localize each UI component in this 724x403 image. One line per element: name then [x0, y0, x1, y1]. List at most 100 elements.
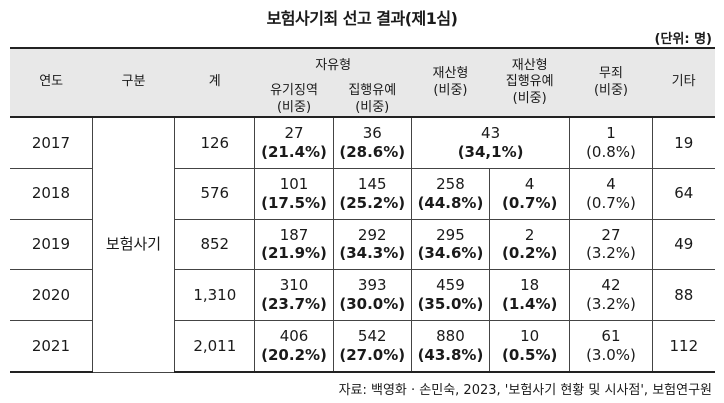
- cell-total: 126: [174, 116, 256, 169]
- header-prison: 유기징역 (비중): [254, 83, 334, 118]
- cell-property-pct: (44.8%): [417, 193, 484, 212]
- cell-suspended: 145 (25.2%): [332, 167, 412, 220]
- cell-property-merged: 43 (34,1%): [410, 116, 571, 169]
- cell-property-value: 880: [436, 327, 465, 346]
- cell-prison: 310 (23.7%): [254, 269, 334, 322]
- cell-prison: 406 (20.2%): [254, 320, 334, 374]
- cell-suspended: 292 (34.3%): [332, 218, 412, 271]
- header-suspended: 집행유예 (비중): [333, 83, 412, 118]
- cell-property-value: 258: [436, 175, 465, 193]
- header-acquittal-label: 무죄: [599, 66, 623, 82]
- header-total: 계: [174, 47, 255, 118]
- cell-acquittal-value: 42: [601, 276, 621, 295]
- cell-prison: 27 (21.4%): [254, 116, 334, 169]
- cell-property-suspended-value: 4: [524, 175, 535, 193]
- cell-property: 258 (44.8%): [410, 167, 491, 220]
- header-year: 연도: [10, 47, 93, 118]
- cell-suspended-value: 393: [357, 276, 387, 295]
- header-other: 기타: [652, 47, 715, 118]
- cell-prison-value: 101: [279, 175, 309, 193]
- cell-acquittal-value: 61: [601, 327, 621, 346]
- cell-other: 49: [651, 218, 715, 271]
- cell-prison-pct: (20.2%): [261, 346, 327, 365]
- cell-prison-pct: (17.5%): [261, 193, 327, 212]
- cell-total: 1,310: [174, 269, 256, 322]
- header-property-ratio: (비중): [433, 82, 468, 98]
- cell-property-pct: (43.8%): [417, 346, 484, 365]
- cell-prison-value: 187: [279, 225, 309, 244]
- cell-property-merged-value: 43: [481, 124, 501, 143]
- header-category: 구분: [92, 47, 175, 118]
- cell-prison-pct: (23.7%): [261, 295, 327, 314]
- cell-year: 2018: [10, 167, 93, 220]
- source-note: 자료: 백영화 · 손민숙, 2023, '보험사기 현황 및 시사점', 보험…: [338, 383, 712, 398]
- cell-prison-value: 406: [279, 327, 309, 346]
- cell-year: 2021: [10, 320, 93, 374]
- table-row: 2019 852 187 (21.9%) 292 (34.3%) 295 (34.6%…: [10, 218, 715, 271]
- cell-suspended: 36 (28.6%): [332, 116, 412, 169]
- cell-acquittal: 42 (3.2%): [569, 269, 653, 322]
- cell-prison: 187 (21.9%): [254, 218, 334, 271]
- results-table: 연도 구분 계 자유형 재산형 (비중) 재산형 집행유예 (비중) 무죄 (비…: [10, 47, 715, 374]
- header-suspended-ratio: (비중): [355, 99, 390, 115]
- cell-suspended-pct: (25.2%): [339, 193, 406, 212]
- cell-acquittal-value: 1: [606, 124, 616, 143]
- header-property-suspended-label2: 집행유예: [505, 74, 554, 90]
- cell-prison: 101 (17.5%): [254, 167, 334, 220]
- cell-property-suspended: 2 (0.2%): [489, 218, 571, 271]
- cell-property-merged-pct: (34,1%): [457, 142, 524, 161]
- cell-acquittal: 61 (3.0%): [569, 320, 653, 374]
- cell-suspended-pct: (28.6%): [339, 142, 406, 161]
- cell-property-suspended-pct: (0.2%): [502, 244, 558, 263]
- cell-property-suspended: 18 (1.4%): [489, 269, 571, 322]
- cell-suspended-value: 542: [357, 327, 387, 346]
- cell-acquittal-pct: (3.2%): [586, 295, 636, 314]
- header-acquittal-ratio: (비중): [593, 82, 629, 98]
- cell-prison-pct: (21.9%): [261, 244, 327, 263]
- cell-suspended-pct: (30.0%): [339, 295, 406, 314]
- cell-property-suspended-pct: (0.7%): [502, 193, 558, 212]
- cell-property-suspended-value: 18: [520, 276, 540, 295]
- cell-property-value: 295: [436, 225, 465, 244]
- header-prison-ratio: (비중): [276, 99, 312, 115]
- cell-other: 19: [651, 116, 715, 169]
- header-property-suspended: 재산형 집행유예 (비중): [489, 47, 570, 118]
- cell-acquittal-pct: (3.2%): [586, 244, 636, 263]
- header-property: 재산형 (비중): [411, 47, 490, 118]
- cell-acquittal-value: 4: [606, 175, 616, 193]
- cell-prison-pct: (21.4%): [261, 142, 327, 161]
- cell-property-pct: (35.0%): [417, 295, 484, 314]
- header-property-label: 재산형: [432, 66, 469, 82]
- cell-other: 112: [651, 320, 715, 374]
- cell-acquittal: 27 (3.2%): [569, 218, 653, 271]
- cell-suspended: 393 (30.0%): [332, 269, 412, 322]
- header-prison-label: 유기징역: [270, 83, 318, 99]
- cell-property: 880 (43.8%): [410, 320, 491, 374]
- cell-acquittal-value: 27: [601, 225, 621, 244]
- cell-prison-value: 310: [279, 276, 309, 295]
- table-row: 2017 보험사기 126 27 (21.4%) 36 (28.6%) 43 (34,…: [10, 116, 715, 373]
- cell-acquittal-pct: (0.8%): [586, 142, 636, 161]
- header-suspended-label: 집행유예: [348, 83, 397, 99]
- cell-category: 보험사기: [91, 116, 176, 373]
- table-row: 2021 2,011 406 (20.2%) 542 (27.0%) 880 (43.…: [10, 320, 715, 374]
- header-probation-group: 자유형: [254, 47, 412, 83]
- cell-suspended-pct: (34.3%): [339, 244, 406, 263]
- cell-acquittal-pct: (3.0%): [586, 346, 636, 365]
- cell-property-suspended: 10 (0.5%): [489, 320, 571, 374]
- cell-property-suspended: 4 (0.7%): [489, 167, 571, 220]
- table-row: 2020 1,310 310 (23.7%) 393 (30.0%) 459 (35.…: [10, 269, 715, 322]
- unit-label: (단위: 명): [654, 32, 713, 47]
- header-property-suspended-ratio: (비중): [512, 90, 547, 106]
- cell-total: 576: [174, 167, 256, 220]
- cell-acquittal: 1 (0.8%): [569, 116, 653, 169]
- cell-property: 295 (34.6%): [410, 218, 491, 271]
- cell-acquittal: 4 (0.7%): [569, 167, 653, 220]
- header-property-suspended-label: 재산형: [511, 58, 548, 74]
- cell-total: 2,011: [174, 320, 256, 374]
- cell-property-suspended-pct: (1.4%): [502, 295, 558, 314]
- cell-suspended: 542 (27.0%): [332, 320, 412, 374]
- cell-total: 852: [174, 218, 256, 271]
- cell-acquittal-pct: (0.7%): [586, 193, 636, 212]
- cell-property-pct: (34.6%): [417, 244, 484, 263]
